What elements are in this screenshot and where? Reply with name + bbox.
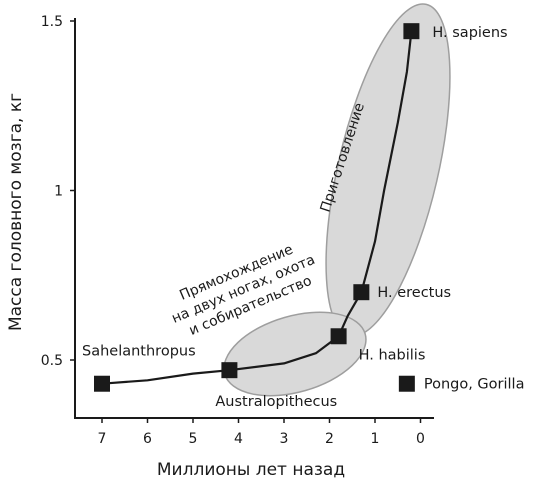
y-tick-label: 1 xyxy=(54,184,63,200)
x-tick-label: 6 xyxy=(143,431,152,447)
data-point-marker xyxy=(94,375,110,392)
data-point-label: H. erectus xyxy=(377,285,451,301)
x-axis-title: Миллионы лет назад xyxy=(157,460,345,480)
x-tick-label: 1 xyxy=(371,431,380,447)
data-point-label: Sahelanthropus xyxy=(82,344,196,360)
x-tick-label: 5 xyxy=(189,431,198,447)
y-tick-label: 0.5 xyxy=(41,353,63,369)
y-axis-title: Масса головного мозга, кг xyxy=(6,93,26,331)
x-tick-label: 0 xyxy=(416,431,425,447)
data-point-label: H. habilis xyxy=(359,347,426,363)
data-point-label: Australopithecus xyxy=(215,394,337,410)
data-point-marker xyxy=(353,284,370,301)
ape-data-point-marker xyxy=(398,375,415,392)
x-tick-label: 4 xyxy=(234,431,243,447)
y-tick-label: 1.5 xyxy=(41,14,63,30)
data-point-label: H. sapiens xyxy=(432,25,507,41)
data-point-marker xyxy=(403,23,420,40)
x-tick-label: 3 xyxy=(280,431,289,447)
data-point-marker xyxy=(221,362,238,379)
x-tick-label: 2 xyxy=(325,431,334,447)
ape-data-point-label: Pongo, Gorilla xyxy=(424,377,525,393)
brain-mass-line xyxy=(101,31,413,385)
data-point-marker xyxy=(330,328,347,345)
x-tick-label: 7 xyxy=(98,431,107,447)
